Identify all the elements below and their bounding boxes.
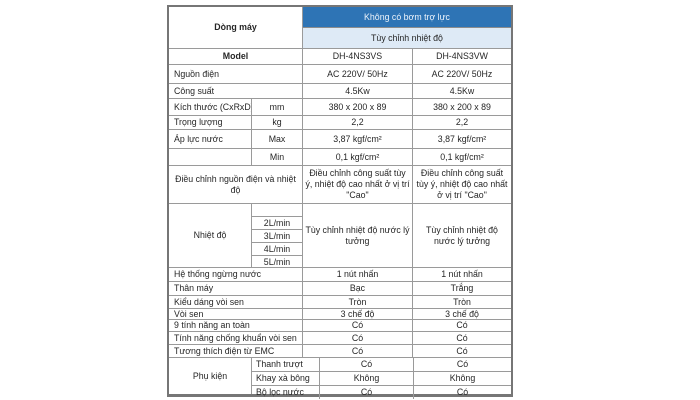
temperature-vw: Tùy chỉnh nhiệt độ nước lý tưởng <box>412 204 511 267</box>
accessories-stack: Thanh trượt Có Có Khay xà bông Không Khô… <box>251 358 511 399</box>
water-stop-row: Hệ thống ngừng nước 1 nút nhấn 1 nút nhấ… <box>169 267 511 281</box>
antibacterial-vs: Có <box>302 332 412 344</box>
accessory-name: Bộ lọc nước <box>256 386 304 397</box>
pressure-min-unit: Min <box>251 149 302 165</box>
pressure-min-vs: 0,1 kgf/cm² <box>302 149 412 165</box>
power-temp-adjust-vw: Điều chỉnh công suất tùy ý, nhiệt độ cao… <box>412 166 511 203</box>
shower-shape-vs: Tròn <box>302 296 412 308</box>
pressure-max-row: Áp lực nước Max 3,87 kgf/cm² 3,87 kgf/cm… <box>169 129 511 148</box>
accessory-vs: Có <box>319 358 413 371</box>
series-label-cell: Dòng máy <box>214 22 257 32</box>
weight-vs: 2,2 <box>302 116 412 129</box>
temperature-label: Nhiệt độ <box>193 230 227 240</box>
dimensions-vs: 380 x 200 x 89 <box>302 99 412 115</box>
shower-head-vw: 3 chế độ <box>412 309 511 319</box>
capacity-row: Công suất 4.5Kw 4.5Kw <box>169 83 511 98</box>
safety-label: 9 tính năng an toàn <box>174 320 250 331</box>
weight-vw: 2,2 <box>412 116 511 129</box>
power-source-vw: AC 220V/ 50Hz <box>412 65 511 83</box>
accessory-name: Khay xà bông <box>256 372 310 383</box>
power-source-vs: AC 220V/ 50Hz <box>302 65 412 83</box>
weight-unit: kg <box>251 116 302 129</box>
dimensions-vw: 380 x 200 x 89 <box>412 99 511 115</box>
power-temp-adjust-vs: Điều chỉnh công suất tùy ý, nhiệt độ cao… <box>302 166 412 203</box>
shower-shape-vw: Tròn <box>412 296 511 308</box>
flow-rate-cell: 3L/min <box>252 229 302 242</box>
weight-row: Trọng lượng kg 2,2 2,2 <box>169 115 511 129</box>
capacity-vs: 4.5Kw <box>302 84 412 98</box>
safety-vw: Có <box>412 320 511 331</box>
pressure-label: Áp lực nước <box>174 133 223 144</box>
body-color-label: Thân máy <box>174 283 214 293</box>
accessory-row: Khay xà bông Không Không <box>252 370 511 385</box>
body-color-vw: Trắng <box>412 282 511 295</box>
temperature-vs: Tùy chỉnh nhiệt độ nước lý tưởng <box>302 204 412 267</box>
antibacterial-label: Tính năng chống khuẩn vòi sen <box>174 332 297 343</box>
dimensions-unit: mm <box>251 99 302 115</box>
pressure-min-row: Min 0,1 kgf/cm² 0,1 kgf/cm² <box>169 148 511 165</box>
capacity-vw: 4.5Kw <box>412 84 511 98</box>
power-temp-adjust-row: Điều chỉnh nguồn điện và nhiệt độ Điều c… <box>169 165 511 203</box>
shower-head-vs: 3 chế độ <box>302 309 412 319</box>
safety-vs: Có <box>302 320 412 331</box>
accessories-label: Phụ kiện <box>192 370 228 381</box>
power-temp-adjust-label: Điều chỉnh nguồn điện và nhiệt độ <box>175 173 296 195</box>
emc-label: Tương thích điện từ EMC <box>174 345 275 356</box>
flow-rate-cell <box>252 204 302 216</box>
model-row: Model DH-4NS3VS DH-4NS3VW <box>169 48 511 64</box>
accessory-vs: Không <box>319 371 413 385</box>
emc-vs: Có <box>302 345 412 357</box>
model-label: Model <box>222 51 249 61</box>
dimensions-label: Kích thước (CxRxD) <box>174 101 251 112</box>
shower-shape-row: Kiểu dáng vòi sen Tròn Tròn <box>169 295 511 308</box>
model-vw: DH-4NS3VW <box>412 49 511 64</box>
accessory-vw: Có <box>413 358 511 371</box>
capacity-label: Công suất <box>174 85 215 96</box>
accessory-row: Bộ lọc nước Có Có <box>252 384 511 399</box>
accessory-vs: Có <box>319 385 413 399</box>
safety-row: 9 tính năng an toàn Có Có <box>169 319 511 331</box>
body-color-row: Thân máy Bạc Trắng <box>169 281 511 295</box>
power-source-row: Nguồn điện AC 220V/ 50Hz AC 220V/ 50Hz <box>169 64 511 83</box>
pressure-max-vs: 3,87 kgf/cm² <box>302 130 412 148</box>
flow-rate-cell: 2L/min <box>252 216 302 229</box>
flow-rate-cell: 4L/min <box>252 242 302 255</box>
model-vs: DH-4NS3VS <box>302 49 412 64</box>
antibacterial-vw: Có <box>412 332 511 344</box>
accessory-vw: Không <box>413 371 511 385</box>
accessory-row: Thanh trượt Có Có <box>252 358 511 371</box>
spec-table: Dòng máy Không có bơm trợ lực Tùy chỉnh … <box>167 5 513 399</box>
flow-rate-cell: 5L/min <box>252 255 302 268</box>
emc-row: Tương thích điện từ EMC Có Có <box>169 344 511 357</box>
weight-label: Trọng lượng <box>174 117 223 127</box>
accessories-section: Phụ kiện Thanh trượt Có Có Khay xà bông … <box>169 357 511 399</box>
pressure-min-vw: 0,1 kgf/cm² <box>412 149 511 165</box>
header-row: Dòng máy Không có bơm trợ lực Tùy chỉnh … <box>169 7 511 48</box>
accessory-vw: Có <box>413 385 511 399</box>
accessory-name: Thanh trượt <box>256 359 303 369</box>
shower-head-row: Vòi sen 3 chế độ 3 chế độ <box>169 308 511 319</box>
temp-mode-header: Tùy chỉnh nhiệt độ <box>303 27 511 48</box>
header-right-stack: Không có bơm trợ lực Tùy chỉnh nhiệt độ <box>302 7 511 48</box>
power-source-label: Nguồn điện <box>174 68 219 79</box>
emc-vw: Có <box>412 345 511 357</box>
pressure-max-vw: 3,87 kgf/cm² <box>412 130 511 148</box>
flow-rate-stack: 2L/min 3L/min 4L/min 5L/min <box>251 204 302 267</box>
water-stop-vw: 1 nút nhấn <box>412 268 511 281</box>
shower-shape-label: Kiểu dáng vòi sen <box>174 296 244 307</box>
pump-type-header: Không có bơm trợ lực <box>303 7 511 27</box>
pressure-max-unit: Max <box>251 130 302 148</box>
body-color-vs: Bạc <box>302 282 412 295</box>
water-stop-vs: 1 nút nhấn <box>302 268 412 281</box>
temperature-section: Nhiệt độ 2L/min 3L/min 4L/min 5L/min Tùy… <box>169 203 511 267</box>
pressure-min-label <box>169 149 251 165</box>
antibacterial-row: Tính năng chống khuẩn vòi sen Có Có <box>169 331 511 344</box>
water-stop-label: Hệ thống ngừng nước <box>174 269 261 279</box>
shower-head-label: Vòi sen <box>174 309 204 319</box>
dimensions-row: Kích thước (CxRxD) mm 380 x 200 x 89 380… <box>169 98 511 115</box>
